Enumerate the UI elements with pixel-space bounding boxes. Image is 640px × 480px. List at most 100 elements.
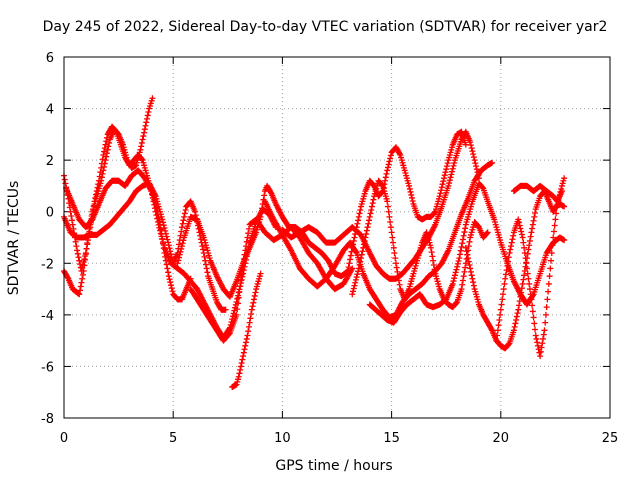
data-point	[470, 154, 477, 161]
satellite-track	[63, 167, 279, 342]
data-point	[79, 275, 86, 282]
data-point	[157, 230, 164, 237]
data-point	[72, 238, 79, 245]
data-point	[240, 260, 247, 267]
data-point	[473, 166, 480, 173]
data-point	[458, 286, 465, 293]
data-point	[546, 273, 553, 280]
data-point	[522, 255, 529, 262]
data-point	[442, 169, 449, 176]
data-point	[346, 260, 353, 267]
data-point	[386, 213, 393, 220]
data-point	[143, 119, 150, 126]
data-point	[462, 264, 469, 271]
data-point	[516, 298, 523, 305]
data-point	[395, 277, 402, 284]
data-point	[498, 301, 505, 308]
data-point	[160, 219, 167, 226]
data-point	[444, 160, 451, 167]
data-point	[521, 244, 528, 251]
data-point	[550, 228, 557, 235]
data-point	[474, 169, 481, 176]
data-point	[237, 283, 244, 290]
data-point	[368, 206, 375, 213]
data-point	[561, 237, 568, 244]
data-point	[203, 265, 210, 272]
data-point	[529, 308, 536, 315]
data-point	[240, 255, 247, 262]
data-point	[393, 264, 400, 271]
y-tick-label: 2	[46, 154, 54, 169]
data-point	[358, 251, 365, 258]
data-point	[353, 274, 360, 281]
data-point	[503, 267, 510, 274]
x-tick-label: 20	[493, 431, 510, 446]
data-point	[506, 249, 513, 256]
data-point	[551, 222, 558, 229]
data-point	[455, 257, 462, 264]
data-point	[77, 283, 84, 290]
y-axis-label: SDTVAR / TECUs	[6, 181, 22, 296]
data-point	[174, 260, 181, 267]
satellite-track	[229, 270, 264, 391]
data-point	[177, 248, 184, 255]
chart-title: Day 245 of 2022, Sidereal Day-to-day VTE…	[43, 19, 608, 35]
data-point	[166, 276, 173, 283]
data-point	[391, 249, 398, 256]
data-point	[355, 268, 362, 275]
data-point	[459, 240, 466, 247]
data-point	[518, 228, 525, 235]
data-point	[252, 289, 259, 296]
data-point	[164, 265, 171, 272]
data-point	[78, 268, 85, 275]
data-point	[366, 217, 373, 224]
data-point	[363, 227, 370, 234]
data-point	[347, 252, 354, 259]
data-point	[79, 262, 86, 269]
data-point	[451, 272, 458, 279]
data-point	[347, 256, 354, 263]
data-point	[484, 229, 491, 236]
data-point	[158, 233, 165, 240]
data-point	[349, 291, 356, 298]
data-point	[151, 201, 158, 208]
data-point	[505, 254, 512, 261]
data-point	[360, 241, 367, 248]
data-point	[489, 159, 496, 166]
data-point	[561, 203, 568, 210]
data-point	[156, 224, 163, 231]
data-point	[466, 262, 473, 269]
satellite-track	[510, 182, 568, 210]
data-point	[459, 277, 466, 284]
data-point	[367, 210, 374, 217]
data-point	[141, 126, 148, 133]
data-point	[76, 257, 83, 264]
data-point	[460, 232, 467, 239]
data-point	[499, 296, 506, 303]
data-point	[458, 243, 465, 250]
data-point	[454, 260, 461, 267]
data-point	[239, 266, 246, 273]
data-point	[451, 275, 458, 282]
data-point	[469, 275, 476, 282]
data-point	[505, 258, 512, 265]
data-point	[549, 242, 556, 249]
data-point	[383, 170, 390, 177]
data-point	[370, 196, 377, 203]
data-point	[497, 306, 504, 313]
data-point	[436, 193, 443, 200]
data-point	[76, 291, 83, 298]
data-point	[521, 272, 528, 279]
satellite-track	[366, 180, 568, 326]
data-point	[368, 203, 375, 210]
data-point	[357, 206, 364, 213]
data-point	[457, 247, 464, 254]
data-point	[242, 342, 249, 349]
data-point	[502, 271, 509, 278]
data-point	[505, 341, 512, 348]
data-point	[357, 258, 364, 265]
data-point	[199, 243, 206, 250]
data-point	[514, 310, 521, 317]
data-point	[496, 317, 503, 324]
data-point	[233, 311, 240, 318]
